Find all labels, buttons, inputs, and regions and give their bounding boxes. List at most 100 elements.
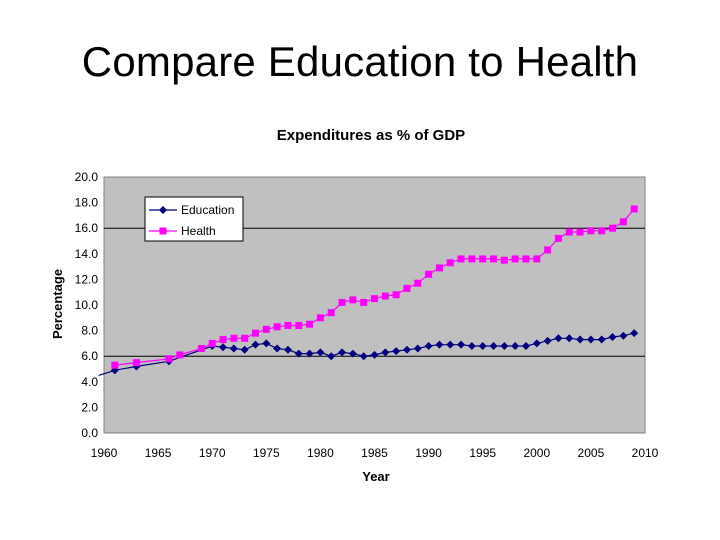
data-point [511,341,520,350]
data-point [554,234,562,242]
data-point [630,329,639,338]
legend: Education Health [144,196,244,242]
data-point [316,348,325,357]
data-point [576,335,585,344]
chart-title: Expenditures as % of GDP [277,127,465,144]
data-point [630,205,638,213]
y-tick-label: 14.0 [75,247,99,261]
data-point [413,344,422,353]
data-point [489,341,498,350]
data-point [619,331,628,340]
x-tick-label: 2000 [523,446,550,460]
y-tick-label: 10.0 [75,298,99,312]
data-point [111,361,119,369]
data-point [370,350,379,359]
data-point [381,348,390,357]
data-point [403,284,411,292]
legend-label: Education [181,203,234,217]
data-point [371,295,378,303]
data-point [197,345,205,353]
data-point [598,227,606,235]
data-point [479,255,487,263]
data-point [522,255,530,263]
data-point [597,335,606,344]
data-point [240,345,249,354]
data-point [284,321,292,329]
x-tick-label: 1965 [145,446,172,460]
data-point [349,296,357,304]
data-point [424,341,433,350]
data-point [435,340,444,349]
data-point [165,355,173,363]
data-point [446,340,455,349]
data-point [392,291,400,299]
data-point [576,228,584,236]
data-point [327,352,336,361]
data-point [554,334,563,343]
data-point [478,341,487,350]
data-point [306,320,314,328]
data-point [305,349,314,358]
data-point [316,314,324,322]
data-point [521,341,530,350]
data-point [359,352,368,361]
data-point [338,348,347,357]
y-tick-label: 4.0 [81,375,98,389]
data-point [511,255,519,263]
legend-item-education: Education [149,203,234,217]
data-point [219,336,227,344]
y-tick-label: 0.0 [81,426,98,440]
data-point [241,334,249,342]
y-tick-label: 20.0 [75,170,99,184]
data-point [490,255,498,263]
x-tick-label: 1980 [307,446,334,460]
data-point [392,347,401,356]
data-point [402,345,411,354]
data-point [159,206,167,214]
data-point [251,329,259,337]
x-tick-label: 2010 [632,446,659,460]
x-tick-label: 1970 [199,446,226,460]
data-point [435,264,443,272]
data-point [262,339,271,348]
data-point [609,224,617,232]
y-tick-label: 12.0 [75,272,99,286]
data-point [381,292,389,300]
data-point [619,218,627,226]
data-point [446,259,454,267]
data-point [543,336,552,345]
x-tick-label: 1995 [469,446,496,460]
data-point [229,344,238,353]
data-point [608,333,617,341]
legend-item-health: Health [149,224,216,238]
data-point [565,334,574,343]
y-tick-label: 6.0 [81,349,98,363]
data-point [208,339,216,347]
slide-title: Compare Education to Health [81,38,639,85]
data-point [532,339,541,348]
data-point [457,340,466,349]
data-point [273,323,281,331]
x-tick-label: 1985 [361,446,388,460]
legend-label: Health [181,224,216,238]
data-point [586,335,595,344]
data-point [159,227,167,235]
data-point [467,341,476,350]
data-point [273,344,282,353]
y-tick-label: 16.0 [75,221,99,235]
y-tick-label: 8.0 [81,324,98,338]
data-point [348,349,357,358]
series-health [111,205,638,369]
x-tick-label: 1960 [91,446,118,460]
data-point [294,349,303,358]
data-point [176,351,184,359]
x-tick-label: 1975 [253,446,280,460]
y-tick-label: 18.0 [75,196,99,210]
y-axis-label: Percentage [50,269,65,339]
data-point [132,359,140,367]
data-point [500,341,509,350]
data-point [425,270,433,278]
data-point [457,255,465,263]
x-tick-label: 1990 [415,446,442,460]
